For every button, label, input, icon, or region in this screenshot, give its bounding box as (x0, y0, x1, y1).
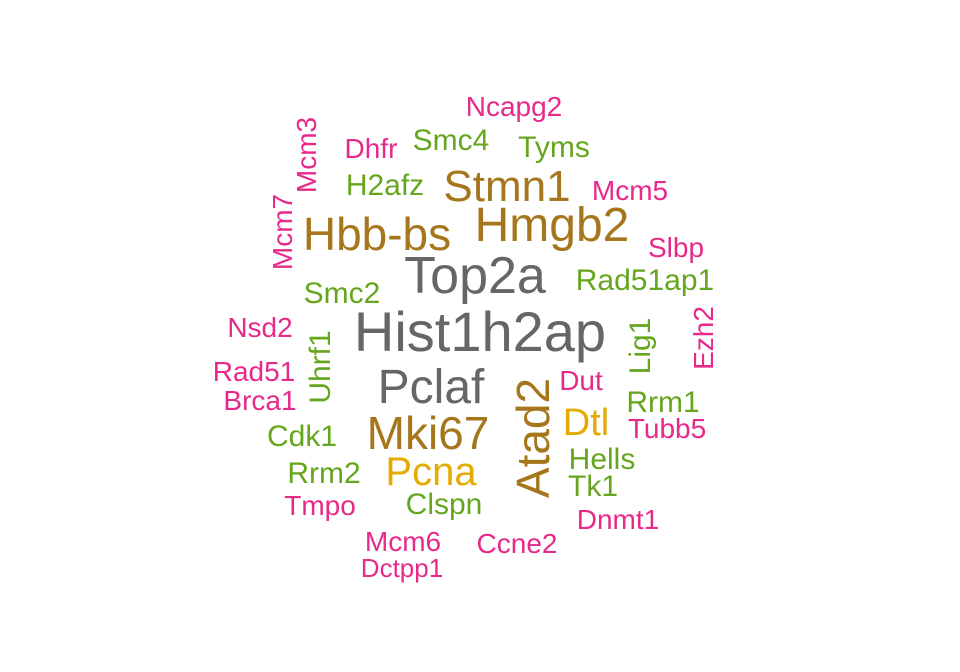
word-mcm7: Mcm7 (267, 193, 298, 271)
word-ccne2: Ccne2 (476, 528, 558, 559)
word-rad51: Rad51 (212, 356, 296, 387)
word-hmgb2: Hmgb2 (474, 199, 630, 252)
word-smc4: Smc4 (412, 124, 490, 157)
word-ezh2: Ezh2 (688, 306, 719, 370)
word-hbb-bs: Hbb-bs (302, 208, 452, 260)
word-cdk1: Cdk1 (266, 420, 338, 453)
word-ncapg2: Ncapg2 (465, 91, 563, 122)
word-hells: Hells (568, 443, 636, 476)
word-h2afz: H2afz (345, 169, 425, 202)
word-hist1h2ap: Hist1h2ap (353, 300, 607, 363)
word-lig1: Lig1 (624, 317, 657, 375)
word-mki67: Mki67 (366, 407, 490, 459)
word-rrm2: Rrm2 (287, 457, 361, 490)
word-atad2: Atad2 (507, 377, 559, 499)
word-dnmt1: Dnmt1 (576, 504, 660, 535)
word-rad51ap1: Rad51ap1 (575, 264, 715, 297)
word-mcm5: Mcm5 (591, 175, 669, 206)
word-pcna: Pcna (385, 450, 477, 494)
word-rrm1: Rrm1 (626, 386, 700, 419)
word-tubb5: Tubb5 (627, 413, 707, 444)
word-slbp: Slbp (647, 232, 705, 263)
word-dhfr: Dhfr (344, 133, 398, 164)
word-dut: Dut (559, 365, 603, 396)
word-top2a: Top2a (404, 247, 546, 305)
word-dctpp1: Dctpp1 (360, 553, 444, 583)
word-uhrf1: Uhrf1 (304, 330, 337, 404)
word-stmn1: Stmn1 (443, 162, 571, 211)
word-clspn: Clspn (405, 488, 483, 521)
word-tmpo: Tmpo (284, 490, 356, 521)
word-pclaf: Pclaf (377, 361, 485, 414)
word-dtl: Dtl (562, 402, 610, 444)
word-tk1: Tk1 (567, 470, 619, 503)
word-nsd2: Nsd2 (227, 312, 293, 343)
word-tyms: Tyms (518, 131, 590, 164)
word-brca1: Brca1 (223, 385, 297, 416)
word-mcm3: Mcm3 (291, 116, 322, 194)
word-smc2: Smc2 (303, 277, 381, 310)
word-mcm6: Mcm6 (364, 526, 442, 557)
